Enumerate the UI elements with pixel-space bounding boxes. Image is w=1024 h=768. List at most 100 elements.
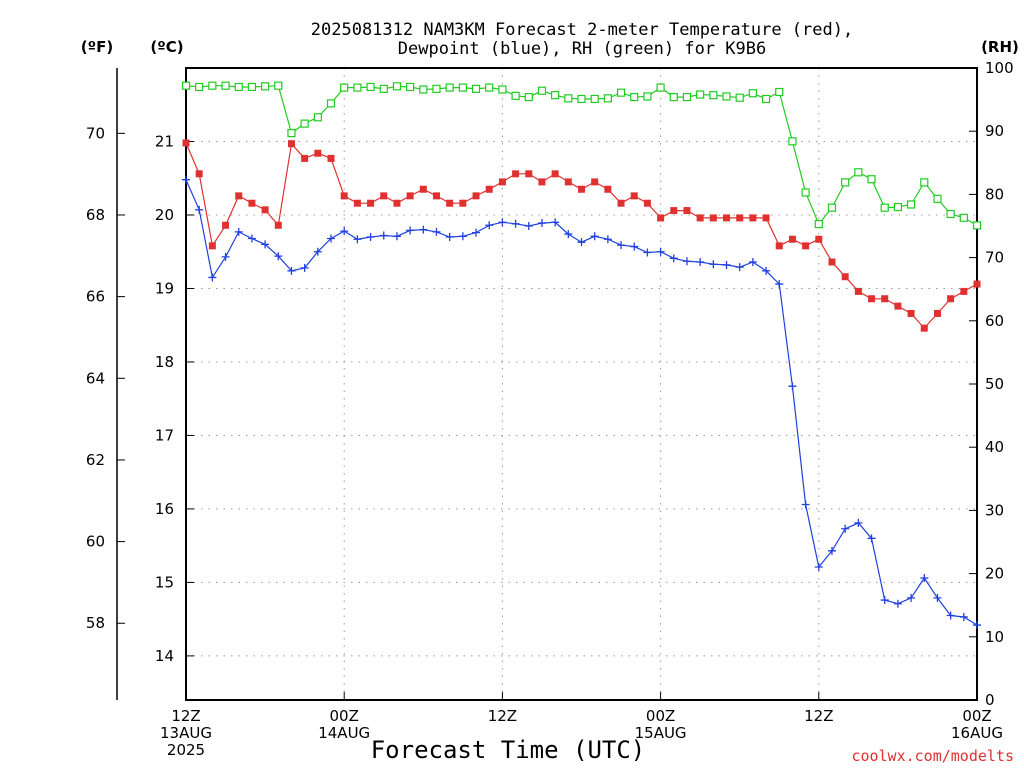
rh-point-53 [880, 203, 889, 212]
dewpoint-point-22 [472, 228, 481, 237]
x-tick-label-4-1: 12Z [804, 707, 833, 725]
temperature-point-38 [683, 207, 691, 215]
temperature-point-37 [670, 207, 678, 215]
temperature-point-50 [841, 273, 849, 281]
x-tick-label-1-1: 00Z [330, 707, 359, 725]
rh-point-11 [326, 99, 336, 108]
x-axis-label: Forecast Time (UTC) [371, 736, 646, 764]
temperature-point-58 [947, 295, 955, 303]
rh-point-34 [630, 92, 639, 102]
dewpoint-point-38 [682, 257, 691, 266]
rh-point-25 [511, 91, 520, 100]
temperature-point-44 [762, 214, 770, 222]
x-tick-label-1-2: 14AUG [318, 724, 370, 742]
temperature-point-49 [828, 258, 836, 266]
fahrenheit-tick-label-62: 62 [86, 451, 105, 469]
rh-point-4 [234, 82, 243, 92]
rh-point-2 [208, 81, 217, 90]
rh-point-36 [656, 83, 665, 92]
dewpoint-point-15 [379, 231, 388, 240]
dewpoint-point-29 [564, 230, 573, 239]
temperature-point-32 [604, 185, 612, 193]
rh-point-26 [524, 92, 533, 102]
rh-point-5 [247, 82, 257, 92]
dewpoint-point-9 [300, 263, 309, 272]
dewpoint-point-0 [182, 175, 190, 184]
rh-point-9 [300, 119, 309, 128]
dewpoint-point-36 [656, 247, 665, 256]
dewpoint-point-20 [445, 233, 454, 242]
dewpoint-point-54 [893, 599, 902, 608]
celsius-tick-label-18: 18 [155, 353, 174, 371]
temperature-point-10 [314, 149, 322, 157]
rh-point-48 [814, 220, 823, 229]
rh-point-56 [920, 178, 929, 187]
x-tick-label-0-1: 12Z [171, 707, 200, 725]
celsius-axis-label: (ºC) [150, 38, 183, 56]
dewpoint-point-27 [537, 219, 546, 228]
temperature-point-23 [485, 185, 493, 193]
temperature-point-6 [261, 206, 269, 214]
x-tick-label-5-2: 16AUG [951, 724, 1003, 742]
temperature-point-11 [327, 154, 335, 162]
x-tick-label-0-2: 13AUG [160, 724, 212, 742]
fahrenheit-tick-label-68: 68 [86, 206, 105, 224]
temperature-point-5 [248, 199, 256, 207]
dewpoint-point-53 [880, 596, 889, 605]
temperature-point-18 [419, 185, 427, 193]
rh-tick-label-90: 90 [985, 122, 1004, 140]
temperature-point-21 [459, 199, 467, 207]
temperature-point-47 [802, 242, 810, 250]
dewpoint-point-16 [392, 232, 401, 241]
axes [116, 67, 978, 701]
dewpoint-point-48 [814, 562, 823, 571]
celsius-tick-label-20: 20 [155, 206, 174, 224]
temperature-point-17 [406, 192, 414, 200]
rh-point-14 [366, 82, 375, 92]
dewpoint-point-5 [247, 234, 256, 243]
rh-point-37 [669, 92, 678, 102]
rh-point-21 [458, 83, 467, 92]
rh-point-46 [788, 137, 797, 146]
dewpoint-point-45 [775, 280, 784, 289]
dewpoint-point-24 [498, 218, 507, 227]
celsius-tick-label-19: 19 [155, 279, 174, 297]
rh-point-40 [709, 91, 718, 100]
rh-tick-label-50: 50 [985, 375, 1004, 393]
dewpoint-point-43 [748, 258, 757, 267]
temperature-point-0 [182, 139, 190, 147]
temperature-point-12 [340, 192, 348, 200]
rh-point-43 [748, 89, 757, 98]
dewpoint-point-40 [709, 260, 718, 269]
rh-point-31 [590, 94, 599, 104]
dewpoint-point-14 [366, 233, 375, 242]
dewpoint-point-50 [841, 524, 850, 533]
rh-point-58 [946, 209, 955, 219]
rh-point-55 [906, 200, 916, 209]
temperature-point-25 [512, 170, 520, 178]
rh-point-47 [801, 188, 810, 197]
rh-point-30 [577, 94, 586, 104]
dewpoint-point-12 [340, 227, 349, 236]
dewpoint-point-3 [221, 252, 230, 261]
rh-point-44 [761, 94, 771, 104]
grid-lines [186, 68, 977, 700]
dewpoint-point-35 [643, 248, 652, 257]
dewpoint-point-34 [630, 242, 639, 251]
temperature-point-40 [709, 214, 717, 222]
celsius-tick-label-17: 17 [155, 426, 174, 444]
rh-tick-label-40: 40 [985, 438, 1004, 456]
temperature-point-53 [881, 295, 889, 303]
dewpoint-point-7 [274, 252, 283, 261]
temperature-point-20 [446, 199, 454, 207]
rh-tick-label-70: 70 [985, 249, 1004, 267]
temperature-point-36 [657, 214, 665, 222]
dewpoint-point-2 [208, 273, 217, 282]
rh-point-29 [564, 94, 573, 103]
plot-series [181, 81, 982, 630]
celsius-tick-label-14: 14 [155, 647, 174, 665]
x-tick-label-0-3: 2025 [167, 741, 205, 759]
rh-point-59 [959, 213, 968, 222]
dewpoint-point-31 [590, 232, 599, 241]
